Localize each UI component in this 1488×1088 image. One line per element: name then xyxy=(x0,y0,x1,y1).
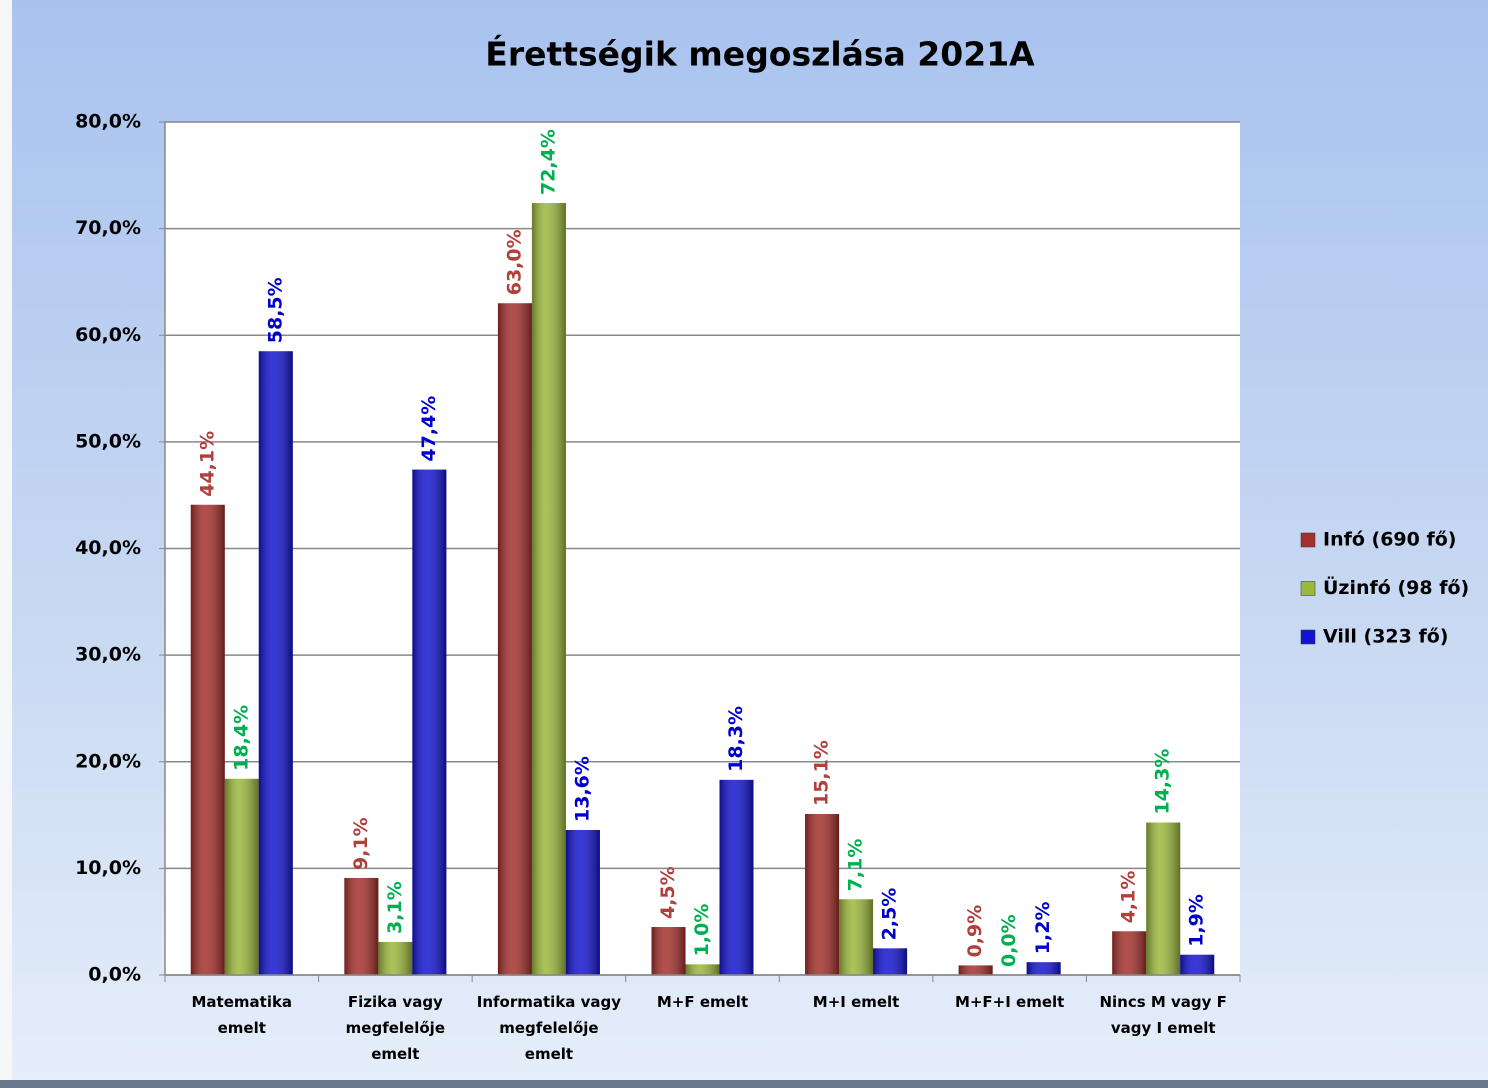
data-label: 44,1% xyxy=(196,431,218,497)
bar-shade xyxy=(1180,954,1215,975)
data-label: 1,9% xyxy=(1186,894,1208,947)
chart-title: Érettségik megoszlása 2021A xyxy=(485,34,1035,74)
bar-shade xyxy=(258,351,293,975)
bar-shade xyxy=(685,964,720,975)
data-label: 4,5% xyxy=(657,866,679,919)
bar-shade xyxy=(224,778,259,975)
bar-shade xyxy=(1026,962,1061,975)
data-label: 2,5% xyxy=(879,888,901,941)
bar-shade xyxy=(839,899,874,975)
y-tick-label: 60,0% xyxy=(75,324,141,346)
x-tick-label: Fizika vagy megfelelője emelt xyxy=(345,993,445,1063)
x-tick-label: Matematika emelt xyxy=(191,993,293,1037)
data-label: 9,1% xyxy=(350,817,372,870)
bar-shade xyxy=(497,303,532,975)
y-tick-label: 40,0% xyxy=(75,537,141,559)
data-label: 18,3% xyxy=(725,706,747,772)
x-tick-label: M+I emelt xyxy=(812,993,900,1011)
data-label: 14,3% xyxy=(1152,749,1174,815)
data-label: 0,9% xyxy=(964,905,986,958)
y-tick-label: 0,0% xyxy=(88,964,141,986)
bar-shade xyxy=(1146,822,1181,975)
data-label: 72,4% xyxy=(537,129,559,195)
legend-swatch xyxy=(1300,532,1316,548)
x-tick-label: M+F emelt xyxy=(656,993,749,1011)
bar-shade xyxy=(651,927,686,975)
data-label: 0,0% xyxy=(998,914,1020,967)
data-label: 47,4% xyxy=(418,396,440,462)
bottom-frame xyxy=(0,1080,1488,1088)
bar-shade xyxy=(719,779,754,975)
legend-swatch xyxy=(1300,581,1316,596)
bar-shade xyxy=(805,813,840,975)
x-tick-label: Informatika vagy megfelelője emelt xyxy=(476,993,622,1063)
legend-label: Üzinfó (98 fő) xyxy=(1323,575,1469,599)
x-tick-label: M+F+I emelt xyxy=(954,993,1065,1011)
data-label: 63,0% xyxy=(503,229,525,295)
data-label: 13,6% xyxy=(571,756,593,822)
bar-shade xyxy=(531,203,566,975)
data-label: 15,1% xyxy=(811,740,833,806)
data-label: 18,4% xyxy=(230,705,252,771)
y-tick-label: 20,0% xyxy=(75,750,141,772)
legend-swatch xyxy=(1300,629,1316,645)
data-label: 58,5% xyxy=(264,277,286,343)
bar-shade xyxy=(412,469,447,975)
left-strip xyxy=(0,0,12,1088)
y-tick-label: 50,0% xyxy=(75,430,141,452)
y-tick-label: 80,0% xyxy=(75,111,141,133)
bar-shade xyxy=(565,829,600,975)
legend-label: Infó (690 fő) xyxy=(1323,529,1457,551)
legend-label: Vill (323 fő) xyxy=(1323,626,1449,648)
x-tick-label: Nincs M vagy F vagy I emelt xyxy=(1099,993,1227,1037)
data-label: 1,2% xyxy=(1032,902,1054,955)
bar-shade xyxy=(1112,931,1147,975)
data-label: 1,0% xyxy=(691,904,713,957)
data-label: 3,1% xyxy=(384,881,406,934)
bar-shade xyxy=(190,504,225,975)
data-label: 4,1% xyxy=(1118,871,1140,924)
data-label: 7,1% xyxy=(845,839,867,892)
bar-shade xyxy=(378,941,413,975)
y-tick-label: 70,0% xyxy=(75,217,141,239)
y-tick-label: 30,0% xyxy=(75,644,141,666)
bar-shade xyxy=(958,965,993,975)
bar-shade xyxy=(873,948,908,975)
bar-shade xyxy=(344,877,379,975)
y-tick-label: 10,0% xyxy=(75,857,141,879)
